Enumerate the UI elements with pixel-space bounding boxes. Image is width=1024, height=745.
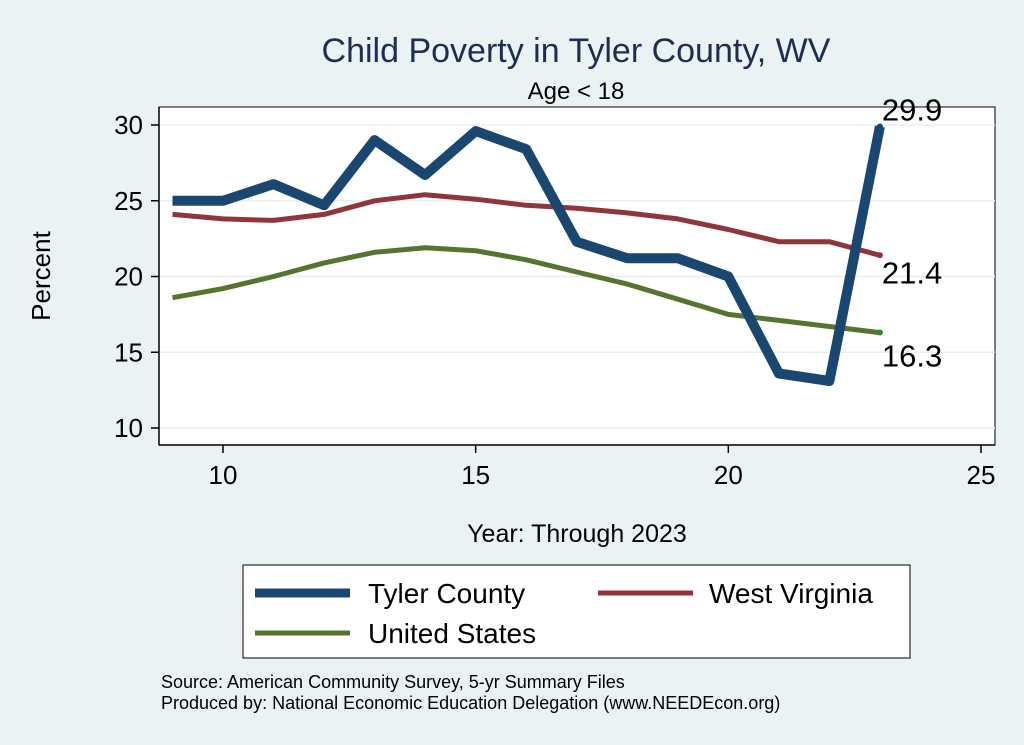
series-line-united-states (172, 245, 881, 336)
chart-title: Child Poverty in Tyler County, WV (322, 32, 831, 70)
end-label-united-states: 16.3 (882, 339, 942, 374)
end-labels: 29.9 21.4 16.3 (876, 93, 942, 374)
legend-label-tyler-county: Tyler County (368, 578, 525, 609)
legend: Tyler County West Virginia United States (242, 564, 911, 659)
x-tick-label: 15 (461, 460, 490, 490)
x-tick-label: 20 (714, 460, 743, 490)
end-label-west-virginia: 21.4 (882, 255, 942, 290)
y-axis-label: Percent (26, 230, 56, 320)
y-tick-label: 30 (114, 110, 143, 140)
legend-box (242, 564, 911, 659)
end-marker (876, 252, 883, 259)
y-axis: 10 15 20 25 30 (114, 107, 160, 445)
footer-source: Source: American Community Survey, 5-yr … (161, 672, 625, 692)
y-tick-label: 15 (114, 337, 143, 367)
chart-subtitle: Age < 18 (528, 78, 625, 105)
series-lines (172, 125, 885, 386)
gridlines (159, 124, 995, 429)
end-marker (876, 123, 883, 130)
x-axis-label: Year: Through 2023 (467, 520, 687, 548)
legend-label-west-virginia: West Virginia (709, 578, 873, 609)
series-line-tyler-county (172, 125, 885, 386)
y-tick-label: 10 (114, 413, 143, 443)
legend-label-united-states: United States (368, 618, 536, 649)
end-label-tyler-county: 29.9 (882, 93, 942, 128)
x-axis: 10 15 20 25 (159, 444, 996, 490)
x-tick-label: 25 (967, 460, 996, 490)
y-tick-label: 20 (114, 262, 143, 292)
series-line-west-virginia (172, 192, 881, 258)
footer-produced-by: Produced by: National Economic Education… (161, 693, 780, 713)
end-marker (876, 329, 883, 336)
y-tick-label: 25 (114, 186, 143, 216)
x-tick-label: 10 (209, 460, 238, 490)
